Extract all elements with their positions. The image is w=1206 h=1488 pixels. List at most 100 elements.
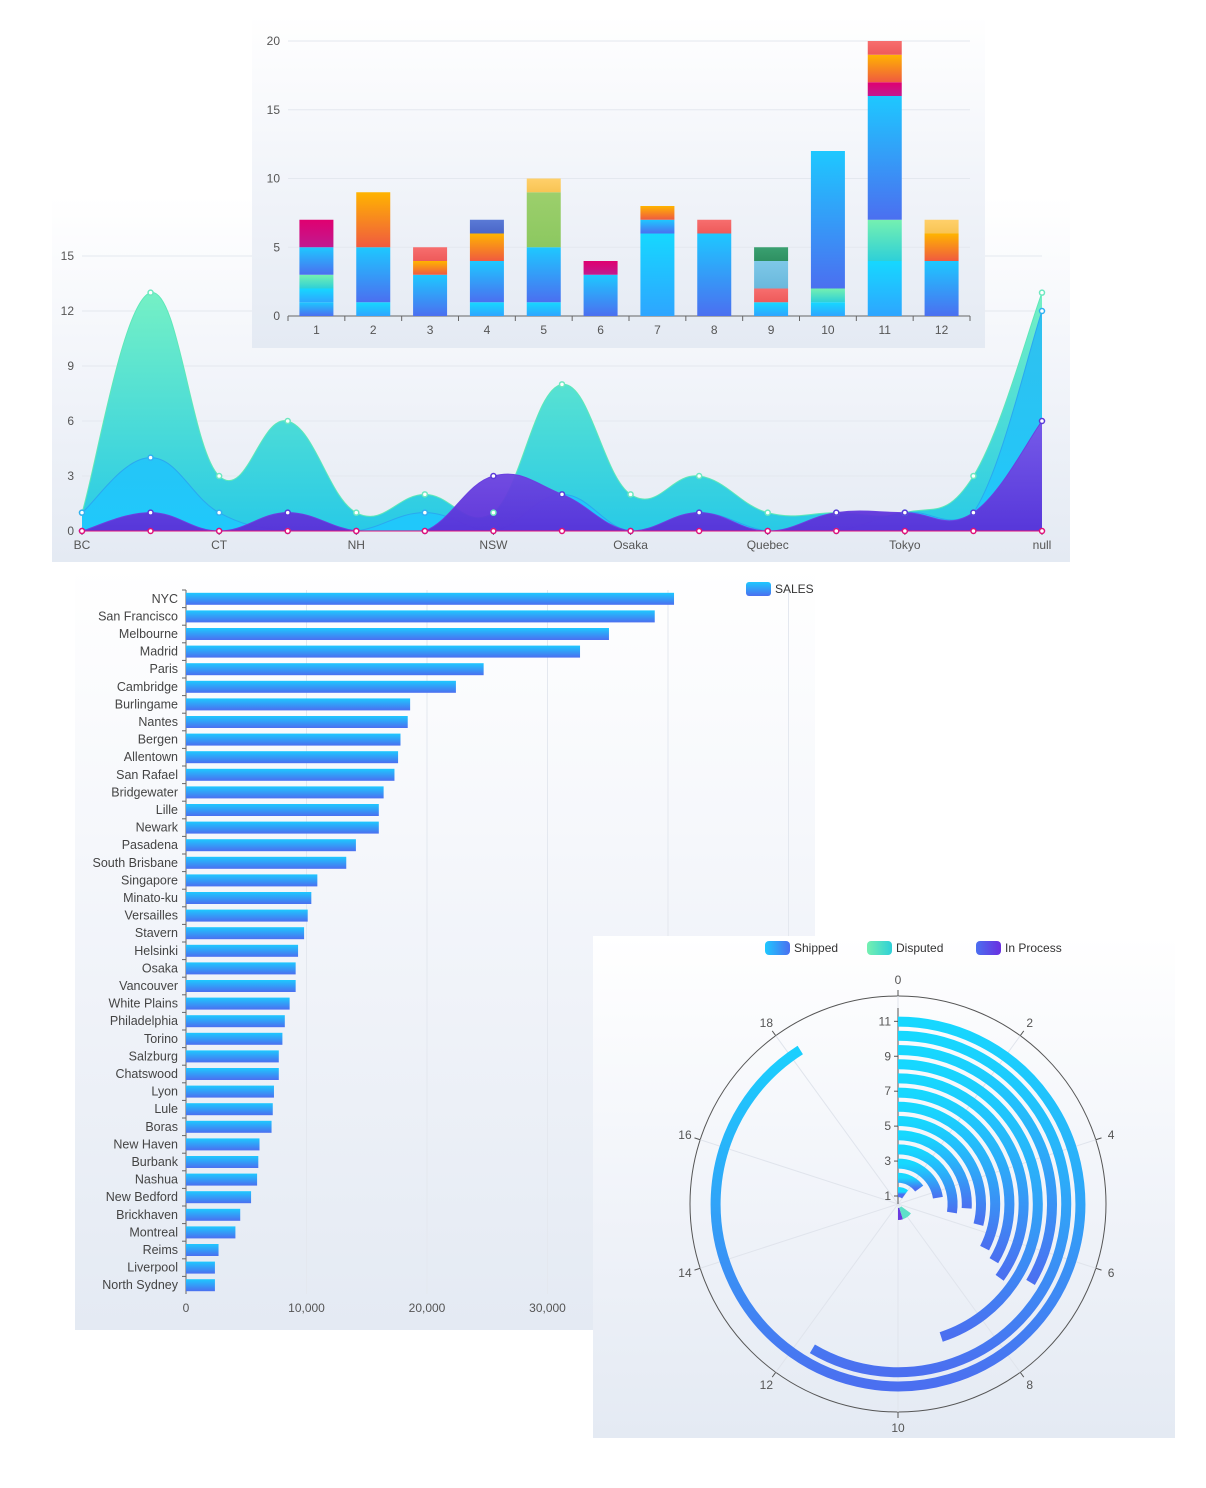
polar-bar xyxy=(897,1172,924,1192)
bar-segment xyxy=(640,219,675,234)
data-point xyxy=(558,381,566,388)
x-tick-label: 8 xyxy=(711,323,718,337)
bar xyxy=(186,980,296,992)
y-tick-label: 20 xyxy=(267,34,281,48)
polar-bar xyxy=(897,1158,943,1199)
radius-tick-label: 11 xyxy=(879,1014,892,1028)
bar xyxy=(186,1208,241,1221)
bar xyxy=(186,645,581,658)
y-tick-label: Reims xyxy=(143,1243,178,1257)
bar-segment xyxy=(697,219,732,234)
data-point xyxy=(78,527,86,535)
bar xyxy=(186,804,379,816)
data-point xyxy=(627,491,634,498)
data-point xyxy=(147,289,154,296)
data-point xyxy=(627,527,634,535)
polar-bar xyxy=(898,1205,911,1220)
y-tick-label: Burlingame xyxy=(115,697,178,711)
radius-tick-label: 7 xyxy=(884,1084,891,1098)
data-point xyxy=(215,527,223,535)
x-tick-label: 4 xyxy=(484,323,491,337)
polar-bar xyxy=(897,1045,1057,1285)
radius-tick-label: 5 xyxy=(884,1119,891,1133)
y-tick-label: Melbourne xyxy=(119,627,178,641)
angle-tick-label: 12 xyxy=(760,1378,774,1392)
y-tick-label: 5 xyxy=(273,240,280,254)
bar-segment xyxy=(867,41,902,55)
data-point xyxy=(421,491,429,498)
bar xyxy=(186,610,655,623)
bar-segment xyxy=(754,302,789,316)
bar-segment xyxy=(810,151,845,289)
spoke xyxy=(775,1035,899,1205)
y-tick-label: Stavern xyxy=(135,926,178,940)
bar-segment xyxy=(754,261,789,289)
data-point xyxy=(1038,307,1046,315)
data-point xyxy=(421,509,429,516)
stacked-bar-panel: 0 5 10 15 20 1 2 3 4 5 6 7 8 9 10 11 12 xyxy=(252,15,985,348)
data-point xyxy=(970,509,977,516)
bar xyxy=(186,733,401,746)
y-tick-label: Paris xyxy=(150,662,178,676)
y-tick-label: Montreal xyxy=(129,1225,178,1239)
data-point xyxy=(1038,527,1046,535)
legend-label: Disputed xyxy=(896,941,943,955)
bar-segment xyxy=(469,233,504,261)
polar-bar xyxy=(897,1073,1029,1281)
data-point xyxy=(970,527,977,535)
y-tick-label: Philadelphia xyxy=(110,1014,178,1028)
y-tick-label: South Brisbane xyxy=(93,856,179,870)
angle-tick-label: 4 xyxy=(1108,1128,1115,1142)
x-tick-label: 11 xyxy=(879,323,892,337)
spoke xyxy=(897,1139,1096,1205)
bar xyxy=(186,944,299,957)
radius-tick-label: 1 xyxy=(884,1189,891,1203)
y-tick-label: 9 xyxy=(67,359,74,373)
y-tick-label: 0 xyxy=(273,309,280,323)
y-tick-label: Lille xyxy=(156,803,178,817)
bar xyxy=(186,1244,219,1256)
sales-bar-chart: 0 10,000 20,000 30,000 NYC San Francisco Melbo… xyxy=(93,582,814,1315)
x-tick-label: 6 xyxy=(597,323,604,337)
y-tick-label: New Haven xyxy=(113,1137,178,1151)
bar-segment xyxy=(867,96,902,220)
data-point xyxy=(901,527,909,535)
x-tick-label: BC xyxy=(74,538,91,552)
data-point xyxy=(147,509,154,516)
bar xyxy=(186,1226,236,1239)
legend-label: Shipped xyxy=(794,941,838,955)
bar xyxy=(186,1279,215,1292)
y-tick-label: Torino xyxy=(144,1032,178,1046)
bar-segment xyxy=(526,247,561,303)
x-tick-label: 12 xyxy=(935,323,949,337)
angle-tick-label: 2 xyxy=(1026,1016,1033,1030)
polar-bar-panel: Shipped Disputed In Process 0 2 4 6 8 10 12 14 16 18… xyxy=(593,936,1175,1438)
bar xyxy=(186,663,484,676)
x-tick-label: NH xyxy=(348,538,365,552)
polar-bar xyxy=(710,1016,1086,1392)
legend-swatch xyxy=(765,941,790,955)
bar xyxy=(186,1120,272,1133)
bar-segment xyxy=(299,274,334,289)
x-tick-label: 0 xyxy=(183,1301,190,1315)
x-tick-label: 10 xyxy=(821,323,835,337)
x-tick-label: 30,000 xyxy=(529,1301,566,1315)
y-tick-label: Brickhaven xyxy=(116,1208,178,1222)
angle-tick-label: 0 xyxy=(895,973,902,987)
y-tick-label: Allentown xyxy=(124,750,178,764)
angle-tick xyxy=(694,1137,701,1141)
bar xyxy=(186,892,312,904)
polar-bar xyxy=(897,1087,1015,1264)
bar xyxy=(186,716,408,728)
bar xyxy=(186,1015,285,1028)
bar xyxy=(186,698,411,711)
x-tick-label: 7 xyxy=(654,323,661,337)
y-tick-label: Lyon xyxy=(151,1085,178,1099)
data-point xyxy=(284,509,291,516)
bar-segment xyxy=(299,219,334,248)
bar xyxy=(186,962,296,975)
spoke xyxy=(775,1203,899,1373)
polar-bar xyxy=(897,1059,1043,1342)
bar xyxy=(186,1032,283,1045)
x-tick-label: 1 xyxy=(313,323,320,337)
